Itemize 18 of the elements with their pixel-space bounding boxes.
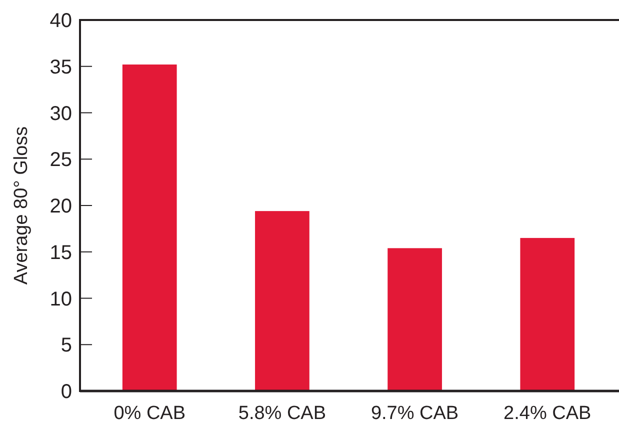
x-tick-label: 0% CAB: [114, 403, 186, 424]
y-tick-label: 15: [50, 242, 72, 264]
y-tick-label: 0: [60, 381, 72, 403]
x-tick-label: 9.7% CAB: [370, 403, 459, 424]
y-axis-title: Average 80° Gloss: [11, 126, 32, 285]
bar: [388, 248, 442, 391]
x-tick-label: 2.4% CAB: [504, 403, 592, 424]
bar: [520, 238, 575, 391]
y-tick-label: 40: [50, 10, 72, 32]
y-tick-label: 5: [60, 334, 72, 357]
y-tick-label: 35: [50, 56, 72, 78]
bar: [122, 64, 177, 391]
y-tick-label: 25: [50, 149, 72, 172]
bar: [255, 211, 310, 391]
x-tick-label: 5.8% CAB: [238, 403, 326, 424]
y-tick-label: 10: [50, 288, 72, 310]
y-tick-label: 30: [50, 102, 72, 125]
y-tick-label: 20: [50, 196, 72, 218]
